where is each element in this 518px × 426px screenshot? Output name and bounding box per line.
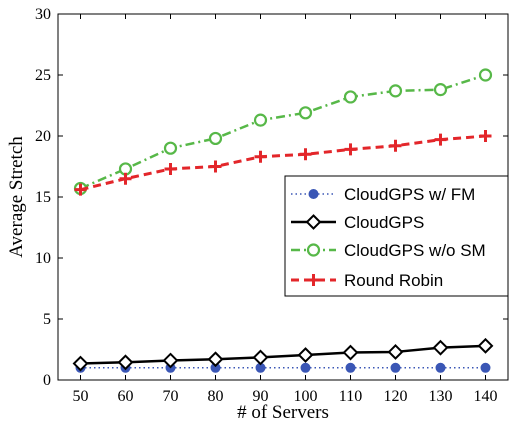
y-tick-label: 5 [43, 311, 51, 328]
y-axis-label: Average Stretch [6, 136, 27, 258]
legend-marker [306, 243, 321, 257]
data-point [479, 130, 492, 142]
data-point [208, 131, 223, 146]
data-point [297, 347, 314, 363]
x-tick-label: 120 [384, 388, 408, 405]
data-point [389, 139, 402, 152]
data-point [387, 344, 404, 360]
legend-label: CloudGPS w/o SM [344, 241, 486, 260]
series-cloudgps-w-o-sm [73, 68, 493, 196]
data-point [478, 68, 493, 82]
data-point [434, 133, 447, 146]
x-tick-label: 140 [474, 388, 498, 405]
series-layer [72, 68, 494, 373]
y-axis: 0 5 10 15 20 25 30 [35, 6, 508, 389]
data-point [390, 362, 401, 373]
legend-marker [305, 214, 322, 230]
data-point [119, 172, 132, 185]
data-point [254, 150, 267, 163]
y-tick-label: 15 [35, 189, 51, 206]
x-axis: 50 60 70 80 90 100 110 120 130 140 [73, 14, 498, 405]
x-axis-label: # of Servers [237, 402, 329, 423]
x-tick-label: 80 [208, 388, 224, 405]
data-point [298, 106, 313, 120]
data-point [72, 355, 89, 372]
data-point [345, 362, 356, 373]
data-point [342, 344, 359, 361]
data-point [388, 84, 403, 98]
x-tick-label: 70 [163, 388, 179, 405]
legend-label: CloudGPS [344, 213, 424, 232]
data-point [435, 362, 446, 373]
data-point [432, 339, 449, 356]
y-tick-label: 10 [35, 250, 51, 267]
data-point [117, 354, 134, 371]
legend-label: CloudGPS w/ FM [344, 185, 475, 204]
legend: CloudGPS w/ FM CloudGPS CloudGPS w/o SM Rou… [284, 175, 509, 297]
data-point [343, 90, 358, 104]
x-tick-label: 100 [294, 388, 318, 405]
y-tick-label: 20 [35, 128, 51, 145]
legend-box [284, 175, 509, 297]
series-line [80, 73, 486, 190]
data-point [300, 362, 311, 373]
series-round-robin [74, 130, 492, 196]
data-point [344, 143, 357, 156]
data-point [207, 351, 224, 368]
series-line [80, 134, 486, 192]
data-point [253, 113, 268, 127]
data-point [433, 83, 448, 97]
data-point [163, 141, 178, 155]
x-tick-label: 50 [73, 388, 89, 405]
data-point [164, 162, 177, 175]
x-tick-label: 90 [253, 388, 269, 405]
x-tick-label: 110 [339, 388, 362, 405]
legend-marker [308, 189, 319, 199]
data-point [209, 160, 222, 173]
series-cloudgps [72, 337, 494, 372]
legend-marker [307, 274, 320, 286]
data-point [299, 148, 312, 161]
data-point [74, 183, 87, 196]
data-point [162, 352, 179, 369]
series-line [80, 344, 486, 365]
data-point [252, 349, 269, 366]
y-tick-label: 25 [35, 67, 51, 84]
legend-label: Round Robin [344, 271, 443, 290]
data-point [480, 362, 491, 373]
y-tick-label: 0 [43, 372, 51, 389]
x-tick-label: 130 [429, 388, 453, 405]
series-cloudgps-w-fm [75, 362, 491, 373]
x-tick-label: 60 [118, 388, 134, 405]
y-tick-label: 30 [35, 6, 51, 23]
data-point [477, 337, 494, 354]
